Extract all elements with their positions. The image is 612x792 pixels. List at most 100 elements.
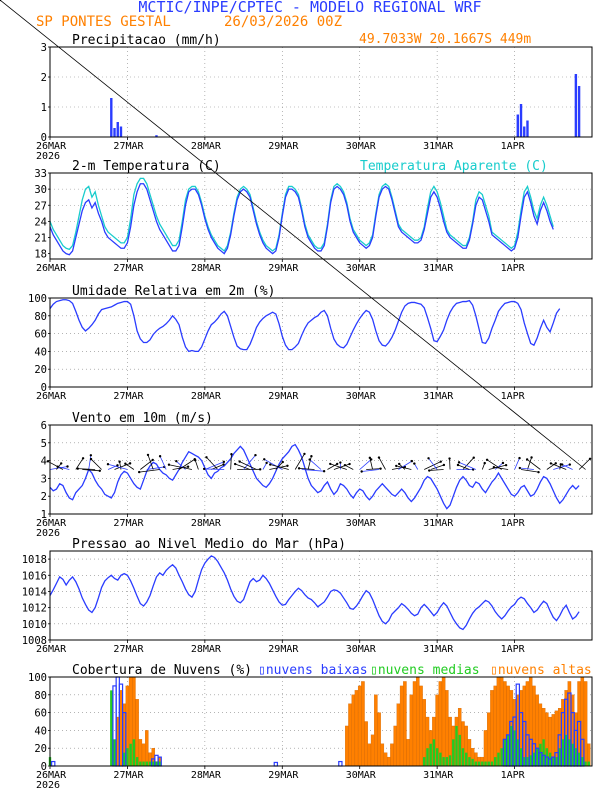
cloud-mid-bar <box>455 725 458 766</box>
wind-arrow <box>494 462 504 470</box>
y-tick-label: 1008 <box>22 635 47 647</box>
cloud-mid-bar <box>468 757 471 766</box>
wind-arrow-head <box>427 457 430 460</box>
wind-arrow-head <box>151 458 154 462</box>
panel-title: Umidade Relativa em 2m (%) <box>72 284 276 299</box>
cloud-mid-bar <box>526 757 529 766</box>
wind-arrow-head <box>89 454 93 457</box>
cloud-high-bar <box>367 743 372 767</box>
x-tick-label: 31MAR <box>423 141 454 152</box>
plot-frame <box>49 297 593 388</box>
wind-arrow-head <box>530 456 533 459</box>
wind-arrow <box>562 464 573 470</box>
wind-arrow <box>457 464 470 470</box>
x-tick-label: 30MAR <box>346 518 377 529</box>
wind-arrow-head <box>456 463 460 467</box>
wind-arrow-head <box>504 463 508 467</box>
cloud-high-bar <box>377 712 381 767</box>
wind-arrow-head <box>194 458 197 462</box>
x-tick-label: 27MAR <box>113 770 144 781</box>
x-tick-label: 26MAR <box>36 391 67 402</box>
wind-arrow-head <box>483 461 486 465</box>
legend-high-clouds: ▯nuvens altas <box>490 663 592 678</box>
cloud-mid-bar <box>503 739 507 766</box>
wind-arrow <box>77 468 96 470</box>
cloud-high-bar <box>145 730 149 767</box>
wind-arrow <box>333 463 350 470</box>
y-tick-label: 100 <box>28 672 47 684</box>
cloud-mid-bar <box>452 739 455 766</box>
cloud-mid-bar <box>113 739 116 766</box>
wind-arrow-head <box>518 466 522 470</box>
wind-arrow-head <box>329 462 332 466</box>
cloud-mid-bar <box>429 743 432 766</box>
cloud-mid-bar <box>432 739 436 766</box>
wind-arrow-head <box>254 453 257 457</box>
wind-arrow-head <box>124 462 127 465</box>
cloud-mid-bar <box>494 757 497 766</box>
wind-arrow <box>550 463 567 470</box>
header-location: SP PONTES GESTAL <box>36 14 171 30</box>
legend-apparent-temperature: Temperatura Aparente (C) <box>360 159 548 174</box>
y-tick-label: 1010 <box>22 619 47 631</box>
wind-arrow-head <box>518 456 521 460</box>
wind-arrow-head <box>457 461 461 464</box>
wind-arrow <box>211 464 224 470</box>
cloud-mid-bar <box>519 748 523 766</box>
precip-bar <box>113 128 116 137</box>
y-tick-label: 1014 <box>22 586 47 598</box>
wind-arrow <box>299 467 315 470</box>
cloud-mid-bar <box>481 761 484 766</box>
cloud-mid-bar <box>500 748 503 766</box>
wind-arrow <box>147 454 154 470</box>
x-tick-label: 28MAR <box>191 518 222 529</box>
precip-bar <box>574 74 578 137</box>
cloud-mid-bar <box>506 734 510 766</box>
wind-arrow-head <box>395 464 398 468</box>
y-tick-label: 40 <box>34 346 47 358</box>
precip-bar <box>516 114 519 137</box>
wind-arrow <box>0 0 586 470</box>
cloud-mid-bar <box>158 761 161 766</box>
y-tick-label: 60 <box>34 329 47 341</box>
wind-arrow <box>75 458 84 470</box>
wind-arrow <box>546 462 556 470</box>
cloud-mid-bar <box>542 739 545 766</box>
cloud-mid-bar <box>484 761 487 766</box>
x-tick-label: 28MAR <box>191 770 222 781</box>
wind-arrow <box>139 469 160 473</box>
wind-arrow <box>359 459 372 470</box>
y-tick-label: 40 <box>34 725 47 737</box>
cloud-high-bar <box>419 685 423 767</box>
wind-arrow-head <box>303 452 306 456</box>
wind-arrow-head <box>492 466 496 469</box>
cloud-mid-bar <box>139 761 142 766</box>
wind-arrow-head <box>588 457 592 460</box>
cloud-mid-bar <box>571 743 574 766</box>
plot-frame <box>49 676 593 767</box>
cloud-mid-bar <box>439 752 442 766</box>
cloud-high-bar <box>380 743 385 767</box>
wind-arrow-head <box>308 458 311 461</box>
precip-bar <box>523 126 526 137</box>
wind-arrow-head <box>377 456 381 459</box>
wind-arrow <box>369 457 374 470</box>
wind-arrow-head <box>281 460 284 464</box>
wind-arrow-head <box>549 462 553 465</box>
cloud-mid-bar <box>474 761 478 766</box>
cloud-mid-bar <box>145 761 148 766</box>
y-tick-label: 1016 <box>22 570 47 582</box>
y-tick-label: 24 <box>34 216 47 228</box>
cloud-high-bar <box>406 739 410 767</box>
wind-arrow-head <box>0 0 2 2</box>
wind-arrow <box>366 468 381 470</box>
wind-arrow-head <box>89 457 93 461</box>
x-tick-label: 30MAR <box>346 141 377 152</box>
cloud-mid-bar <box>523 757 526 766</box>
cloud-mid-bar <box>148 761 152 766</box>
wind-arrow-head <box>286 464 289 468</box>
panel-title: Vento em 10m (m/s) <box>72 411 213 426</box>
wind-arrow <box>275 461 284 470</box>
cloud-high-bar <box>345 725 349 767</box>
wind-arrow-head <box>339 461 342 464</box>
